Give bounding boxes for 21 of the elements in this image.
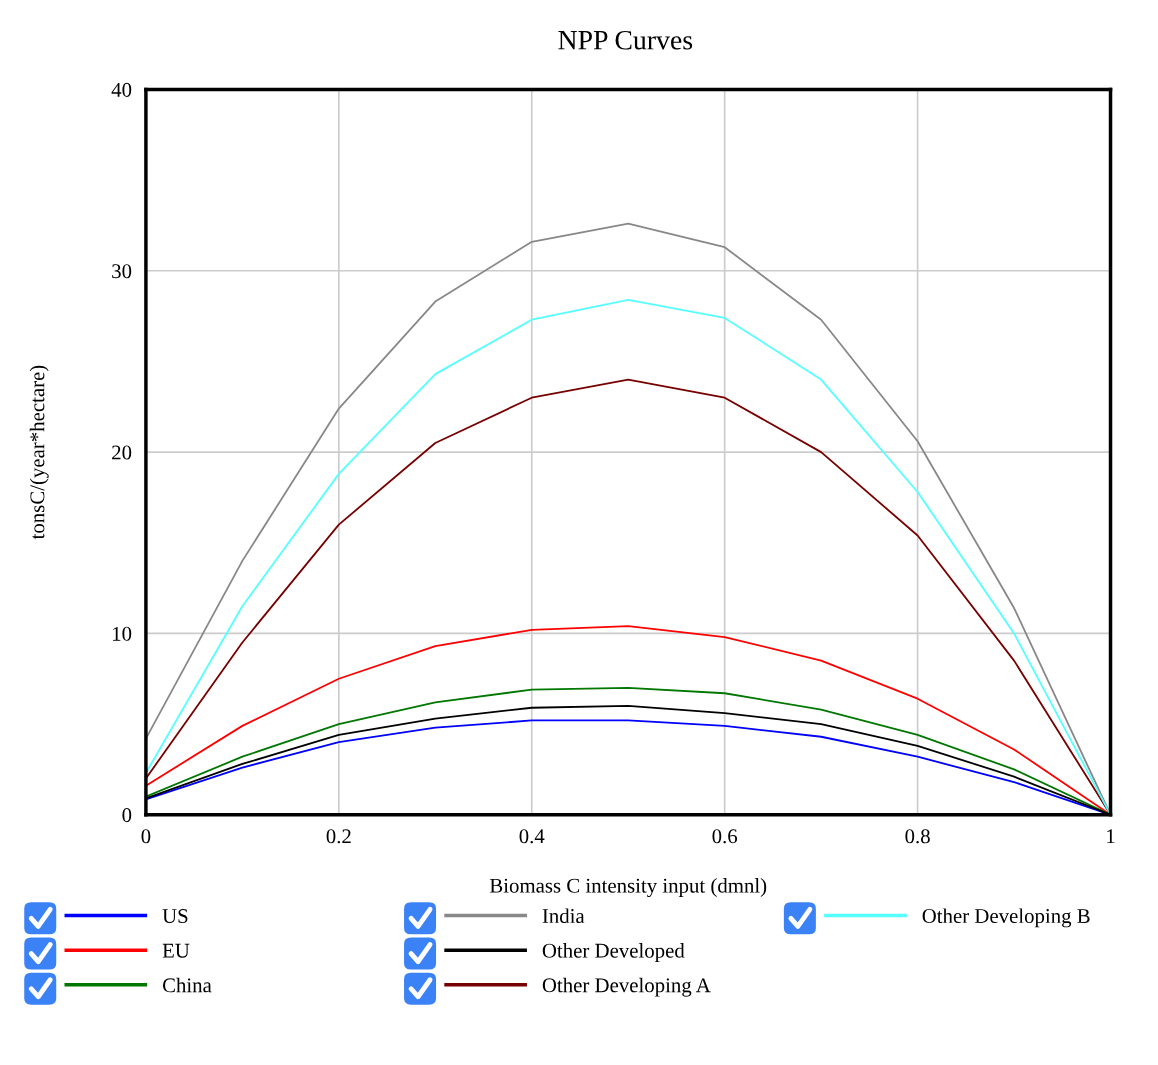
x-tick-label: 0 — [141, 829, 151, 844]
y-tick-label: 10 — [113, 626, 132, 641]
x-tick-label: 0.8 — [905, 829, 930, 844]
y-tick-label: 20 — [112, 445, 132, 460]
x-tick-label: 0.2 — [326, 829, 351, 844]
chart-title: NPP Curves — [558, 30, 693, 50]
y-axis-title: tonsC/(year*hectare) — [29, 365, 49, 540]
legend-label: US — [162, 909, 188, 924]
legend-label: EU — [162, 943, 190, 958]
x-tick-label: 0.6 — [712, 829, 738, 844]
legend-label: India — [542, 908, 585, 924]
legend-label: Other Developing A — [542, 977, 711, 997]
x-axis-title: Biomass C intensity input (dmnl) — [489, 878, 767, 898]
legend-label: China — [162, 977, 212, 993]
legend-label: Other Developed — [542, 943, 685, 962]
y-tick-label: 0 — [122, 808, 132, 823]
x-tick-label: 1 — [1107, 829, 1115, 844]
legend-label: Other Developing B — [922, 908, 1090, 928]
y-tick-label: 40 — [111, 82, 132, 97]
y-tick-label: 30 — [112, 264, 132, 279]
x-tick-label: 0.4 — [519, 829, 545, 844]
